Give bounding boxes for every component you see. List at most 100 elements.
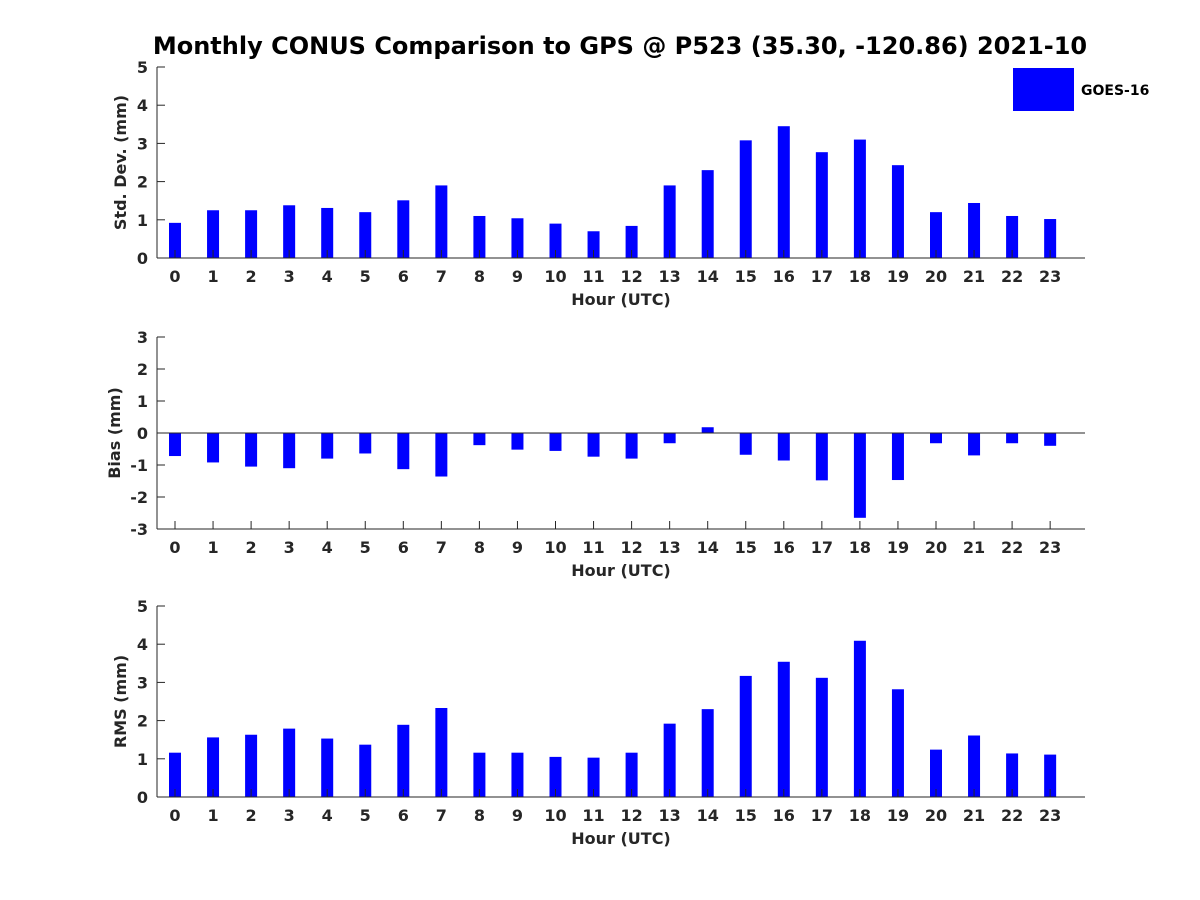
rms-x-tick-label: 7 bbox=[436, 806, 447, 825]
stddev-y-tick-label: 4 bbox=[137, 96, 148, 115]
rms-bar bbox=[1006, 753, 1019, 797]
rms-y-tick-label: 4 bbox=[137, 635, 148, 654]
bias-bar bbox=[587, 433, 600, 457]
bias-x-tick-label: 0 bbox=[169, 538, 180, 557]
rms-x-tick-label: 1 bbox=[207, 806, 218, 825]
bias-x-tick-label: 4 bbox=[322, 538, 333, 557]
bias-x-tick-label: 11 bbox=[582, 538, 604, 557]
rms-x-tick-label: 11 bbox=[582, 806, 604, 825]
bias-x-axis-label: Hour (UTC) bbox=[571, 561, 671, 580]
bias-bar bbox=[663, 433, 676, 444]
rms-x-tick-label: 2 bbox=[246, 806, 257, 825]
stddev-x-tick-label: 11 bbox=[582, 267, 604, 286]
bias-bar bbox=[169, 433, 181, 457]
bias-x-tick-label: 1 bbox=[207, 538, 218, 557]
stddev-bar bbox=[549, 223, 562, 258]
rms-bar bbox=[321, 738, 334, 797]
stddev-x-tick-label: 9 bbox=[512, 267, 523, 286]
stddev-bar bbox=[777, 126, 790, 259]
bias-bar bbox=[359, 433, 372, 454]
stddev-bar bbox=[891, 165, 904, 258]
stddev-x-tick-label: 2 bbox=[246, 267, 257, 286]
rms-bar bbox=[777, 661, 790, 797]
bias-x-tick-label: 10 bbox=[544, 538, 566, 557]
bias-x-tick-label: 8 bbox=[474, 538, 485, 557]
rms-x-tick-label: 10 bbox=[544, 806, 566, 825]
rms-x-tick-label: 22 bbox=[1001, 806, 1023, 825]
rms-x-tick-label: 21 bbox=[963, 806, 985, 825]
rms-x-tick-label: 15 bbox=[735, 806, 757, 825]
rms-bar bbox=[663, 723, 676, 797]
stddev-bar bbox=[169, 222, 181, 258]
stddev-bar bbox=[321, 207, 334, 258]
rms-x-tick-label: 0 bbox=[169, 806, 180, 825]
bias-bar bbox=[511, 433, 524, 450]
bias-bar bbox=[473, 433, 486, 446]
stddev-x-tick-label: 20 bbox=[925, 267, 947, 286]
bias-y-tick-label: 0 bbox=[137, 424, 148, 443]
bias-y-tick-label: -1 bbox=[130, 456, 148, 475]
rms-bar bbox=[207, 737, 220, 797]
legend-swatch bbox=[1013, 68, 1074, 111]
rms-x-tick-label: 13 bbox=[659, 806, 681, 825]
rms-bar bbox=[397, 724, 410, 797]
rms-y-tick-label: 5 bbox=[137, 597, 148, 616]
stddev-x-tick-label: 0 bbox=[169, 267, 180, 286]
bias-x-tick-label: 7 bbox=[436, 538, 447, 557]
stddev-x-tick-label: 23 bbox=[1039, 267, 1061, 286]
bias-x-tick-label: 22 bbox=[1001, 538, 1023, 557]
bias-y-tick-label: 1 bbox=[137, 392, 148, 411]
stddev-bar bbox=[1006, 215, 1019, 258]
stddev-x-tick-label: 22 bbox=[1001, 267, 1023, 286]
bias-bar bbox=[891, 433, 904, 481]
stddev-bar bbox=[207, 210, 220, 258]
bias-y-tick-label: -3 bbox=[130, 520, 148, 539]
rms-bar bbox=[549, 756, 562, 797]
stddev-x-tick-label: 19 bbox=[887, 267, 909, 286]
bias-bar bbox=[1006, 433, 1019, 444]
rms-bar bbox=[283, 728, 296, 797]
stddev-y-tick-label: 3 bbox=[137, 134, 148, 153]
stddev-bar bbox=[511, 218, 524, 258]
rms-x-tick-label: 18 bbox=[849, 806, 871, 825]
rms-bar bbox=[891, 689, 904, 797]
stddev-x-tick-label: 12 bbox=[620, 267, 642, 286]
bias-bar bbox=[625, 433, 638, 459]
bias-x-tick-label: 19 bbox=[887, 538, 909, 557]
bias-bar bbox=[815, 433, 828, 481]
stddev-x-axis-label: Hour (UTC) bbox=[571, 290, 671, 309]
bias-bar bbox=[930, 433, 942, 444]
bias-bar bbox=[245, 433, 258, 467]
bias-bar bbox=[283, 433, 296, 469]
bias-y-tick-label: 3 bbox=[137, 328, 148, 347]
stddev-x-tick-label: 10 bbox=[544, 267, 566, 286]
bias-y-axis-label: Bias (mm) bbox=[105, 387, 124, 479]
rms-x-tick-label: 4 bbox=[322, 806, 333, 825]
bias-x-tick-label: 23 bbox=[1039, 538, 1061, 557]
rms-bar bbox=[739, 675, 752, 797]
rms-bar bbox=[435, 707, 448, 797]
rms-x-tick-label: 23 bbox=[1039, 806, 1061, 825]
bias-bar bbox=[701, 427, 714, 433]
rms-x-tick-label: 5 bbox=[360, 806, 371, 825]
stddev-y-tick-label: 0 bbox=[137, 249, 148, 268]
rms-x-axis-label: Hour (UTC) bbox=[571, 829, 671, 848]
bias-x-tick-label: 20 bbox=[925, 538, 947, 557]
rms-bar bbox=[701, 709, 714, 797]
rms-x-tick-label: 3 bbox=[284, 806, 295, 825]
stddev-bar bbox=[853, 139, 866, 258]
stddev-y-tick-label: 1 bbox=[137, 211, 148, 230]
rms-bar bbox=[968, 735, 981, 797]
bias-y-tick-label: 2 bbox=[137, 360, 148, 379]
bias-x-tick-label: 9 bbox=[512, 538, 523, 557]
bias-bar bbox=[549, 433, 562, 451]
stddev-bar bbox=[283, 205, 296, 258]
rms-bar bbox=[359, 744, 372, 797]
rms-y-tick-label: 1 bbox=[137, 750, 148, 769]
stddev-y-tick-label: 2 bbox=[137, 173, 148, 192]
bias-x-tick-label: 21 bbox=[963, 538, 985, 557]
stddev-bar bbox=[245, 210, 258, 258]
